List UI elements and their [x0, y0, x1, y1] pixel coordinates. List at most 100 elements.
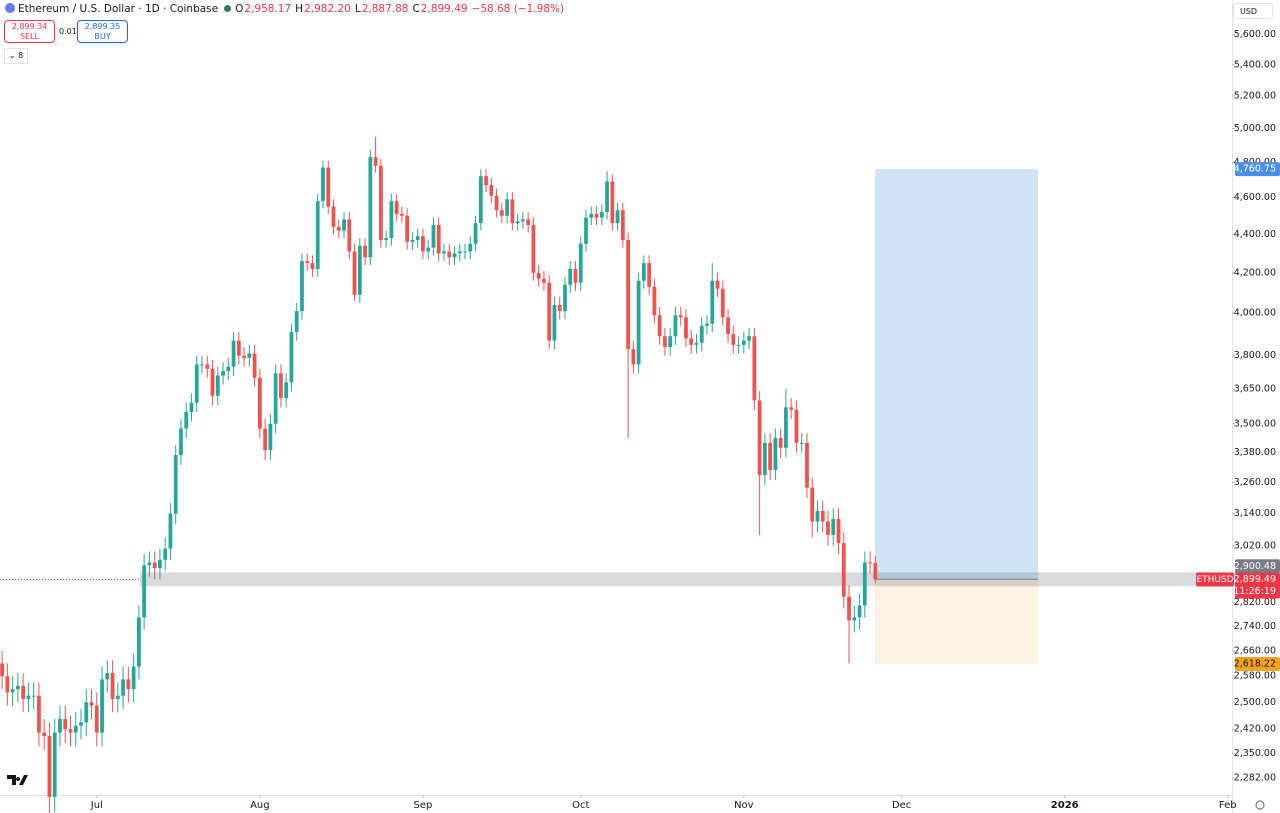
buy-button[interactable]: 2,899.35 BUY: [77, 20, 128, 43]
candle: [415, 228, 420, 248]
candle-body: [731, 334, 736, 345]
candle: [731, 325, 736, 354]
candle-body: [410, 240, 415, 242]
candle-body: [494, 195, 499, 211]
candle-body: [489, 185, 494, 196]
candle-body: [173, 455, 178, 514]
candle: [189, 393, 194, 422]
candle: [747, 327, 751, 350]
candle-body: [605, 181, 609, 213]
candle: [394, 193, 399, 222]
profit-zone: [875, 169, 1038, 580]
candle: [726, 309, 730, 343]
candle-body: [347, 219, 352, 252]
candle: [126, 666, 131, 703]
candle: [573, 261, 578, 291]
candle: [710, 263, 715, 333]
candle-body: [110, 672, 115, 699]
candle: [210, 360, 215, 406]
candle-body: [242, 355, 246, 358]
candle: [457, 243, 462, 262]
candle: [605, 170, 609, 220]
candle: [536, 265, 541, 287]
loss-zone: [875, 579, 1038, 665]
candle: [820, 500, 825, 533]
sell-button[interactable]: 2,899.34 SELL: [4, 20, 55, 43]
candle-body: [757, 400, 762, 475]
candle-body: [510, 199, 515, 224]
candle: [342, 212, 346, 239]
candle: [620, 202, 625, 248]
candle-body: [126, 679, 131, 690]
candle: [663, 327, 667, 356]
candle-body: [826, 521, 830, 535]
open-label: O: [235, 3, 244, 15]
candle-body: [184, 412, 189, 429]
candle-body: [820, 510, 825, 522]
candle-body: [136, 617, 141, 667]
candle-body: [189, 402, 194, 413]
candle-body: [715, 280, 720, 289]
candle-body: [594, 213, 599, 218]
candle: [452, 245, 457, 266]
candle: [273, 364, 278, 434]
candle-body: [252, 353, 257, 378]
candle: [373, 136, 378, 173]
logo: [7, 775, 28, 785]
candle: [689, 329, 694, 354]
candle-body: [268, 423, 273, 451]
candle: [805, 433, 809, 498]
candle-body: [868, 562, 872, 564]
candle-body: [626, 240, 630, 350]
candle: [836, 508, 841, 555]
candle-body: [810, 487, 815, 522]
candle-body: [405, 215, 410, 242]
candle-body: [363, 245, 367, 258]
symbol-title: Ethereum / U.S. Dollar · 1D · Coinbase: [18, 3, 219, 15]
candle-body: [589, 213, 594, 218]
candle: [89, 689, 94, 719]
candle: [131, 654, 136, 703]
candle: [152, 551, 157, 580]
x-tick-label: Dec: [892, 800, 911, 811]
y-tick-label: 4,200.00: [1234, 267, 1276, 278]
candle-body: [194, 364, 199, 403]
y-tick-label: 2,820.00: [1234, 597, 1276, 608]
candle: [21, 672, 26, 713]
low-value: 2,887.88: [361, 3, 409, 15]
candle: [115, 682, 120, 713]
candle-body: [279, 373, 283, 399]
open-value: 2,958.17: [244, 3, 292, 15]
candle-body: [747, 336, 751, 341]
candle-body: [789, 407, 794, 410]
candle-body: [815, 510, 820, 522]
settings-icon: [1255, 800, 1265, 810]
candle: [389, 193, 394, 246]
candle-body: [505, 199, 510, 216]
candle-body: [726, 317, 730, 335]
target-label-bg: [1235, 162, 1280, 177]
candle-body: [421, 236, 425, 252]
candle-body: [105, 672, 110, 680]
candle: [873, 556, 878, 583]
candle-body: [26, 695, 31, 699]
candle-body: [599, 212, 604, 218]
candle: [68, 715, 73, 747]
candle-body: [273, 373, 278, 424]
high-label: H: [295, 3, 304, 15]
candle-body: [400, 213, 404, 216]
candle: [163, 537, 168, 571]
y-tick-label: 5,400.00: [1234, 59, 1276, 70]
candle: [547, 274, 552, 350]
indicators-toggle[interactable]: ⌄ 8: [4, 48, 28, 64]
currency-button[interactable]: USD: [1233, 3, 1273, 19]
candle: [515, 213, 520, 231]
candle-body: [10, 689, 15, 693]
candle: [531, 217, 536, 281]
candle: [158, 548, 162, 580]
candle-body: [705, 323, 709, 326]
y-tick-label: 3,800.00: [1234, 350, 1276, 361]
candle: [773, 428, 778, 481]
